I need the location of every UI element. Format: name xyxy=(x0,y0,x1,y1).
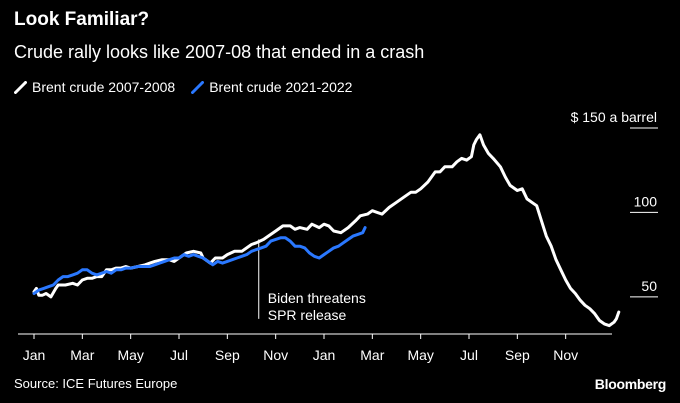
x-tick-label: Sep xyxy=(215,347,240,363)
annotation-label: Biden threatens xyxy=(268,290,366,306)
x-tick-label: Jul xyxy=(170,347,188,363)
x-tick-label: Jan xyxy=(313,347,336,363)
legend-item-2021-2022: Brent crude 2021-2022 xyxy=(191,79,352,95)
legend-swatch-blue xyxy=(191,80,205,94)
legend-swatch-white xyxy=(14,80,27,94)
legend: Brent crude 2007-2008 Brent crude 2021-2… xyxy=(14,79,368,95)
series-line-2021-2022 xyxy=(32,226,367,295)
x-tick-label: Nov xyxy=(263,347,288,363)
chart-title: Look Familiar? xyxy=(14,9,150,30)
legend-label-2007-2008: Brent crude 2007-2008 xyxy=(32,79,176,95)
x-tick-label: May xyxy=(407,347,433,363)
bloomberg-logo: Bloomberg xyxy=(594,376,667,392)
source-note: Source: ICE Futures Europe xyxy=(14,376,178,391)
y-tick-label: 50 xyxy=(641,278,657,294)
x-tick-label: Mar xyxy=(70,347,94,363)
x-tick-label: May xyxy=(117,347,143,363)
legend-item-2007-2008: Brent crude 2007-2008 xyxy=(14,79,175,95)
chart-subtitle: Crude rally looks like 2007-08 that ende… xyxy=(14,42,425,62)
legend-label-2021-2022: Brent crude 2021-2022 xyxy=(209,79,353,95)
y-tick-label: $ 150 a barrel xyxy=(571,109,657,125)
x-tick-label: Mar xyxy=(360,347,384,363)
series-line-2007-2008 xyxy=(32,133,621,328)
x-tick-label: Jul xyxy=(460,347,478,363)
x-tick-label: Jan xyxy=(23,347,46,363)
x-tick-label: Nov xyxy=(553,347,578,363)
x-tick-label: Sep xyxy=(505,347,530,363)
y-tick-label: 100 xyxy=(634,193,658,209)
annotation-label: SPR release xyxy=(268,307,347,323)
